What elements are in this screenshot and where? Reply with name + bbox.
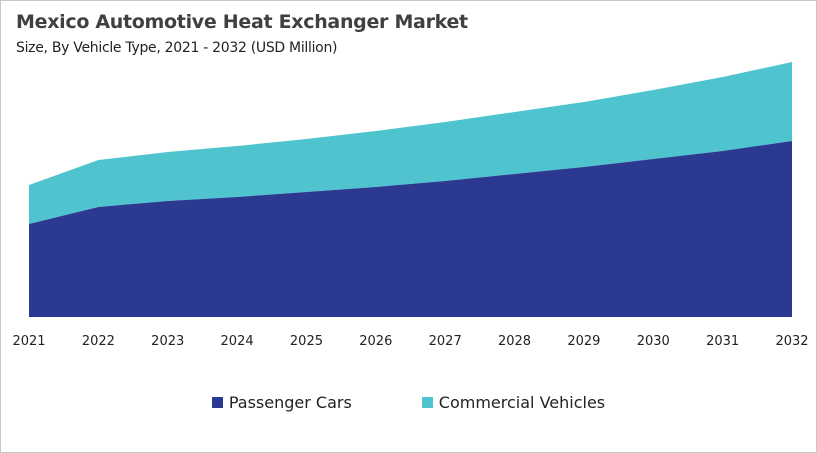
x-tick-label: 2031 bbox=[706, 334, 739, 349]
legend-item: Passenger Cars bbox=[211, 393, 352, 412]
legend-label: Commercial Vehicles bbox=[438, 393, 606, 412]
area-passenger-cars bbox=[29, 141, 792, 317]
x-tick-label: 2024 bbox=[221, 334, 254, 349]
chart-subtitle: Size, By Vehicle Type, 2021 - 2032 (USD … bbox=[16, 40, 338, 56]
x-tick-label: 2028 bbox=[498, 334, 531, 349]
legend-swatch bbox=[421, 397, 433, 408]
legend: Passenger Cars Commercial Vehicles bbox=[1, 393, 816, 412]
x-tick-label: 2025 bbox=[290, 334, 323, 349]
x-tick-label: 2021 bbox=[12, 334, 45, 349]
chart-title: Mexico Automotive Heat Exchanger Market bbox=[16, 11, 468, 33]
legend-item: Commercial Vehicles bbox=[421, 393, 606, 412]
legend-swatch bbox=[211, 397, 223, 408]
x-tick-label: 2029 bbox=[567, 334, 600, 349]
x-tick-label: 2022 bbox=[82, 334, 115, 349]
x-tick-label: 2026 bbox=[359, 334, 392, 349]
x-tick-label: 2030 bbox=[637, 334, 670, 349]
x-tick-label: 2032 bbox=[775, 334, 808, 349]
legend-label: Passenger Cars bbox=[228, 393, 352, 412]
area-commercial-vehicles bbox=[29, 62, 792, 224]
x-tick-label: 2027 bbox=[429, 334, 462, 349]
x-tick-label: 2023 bbox=[151, 334, 184, 349]
